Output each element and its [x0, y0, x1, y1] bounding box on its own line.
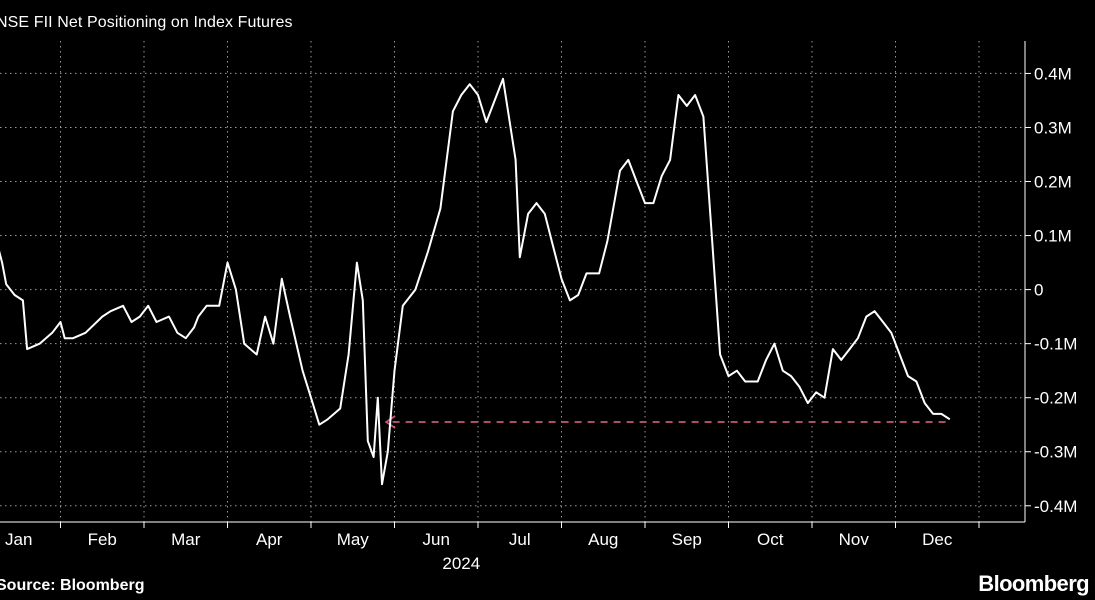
- chart-title: NSE FII Net Positioning on Index Futures: [0, 14, 293, 31]
- y-tick-label: -0.2M: [1034, 389, 1077, 408]
- bloomberg-logo: Bloomberg: [978, 571, 1089, 596]
- x-tick-label: Aug: [588, 530, 618, 549]
- series-line: [0, 77, 951, 486]
- axis-layer: [0, 41, 1031, 528]
- annotation-layer: [384, 415, 946, 429]
- y-tick-label: 0.1M: [1034, 227, 1072, 246]
- x-tick-label: Jul: [509, 530, 531, 549]
- x-tick-label: Mar: [171, 530, 201, 549]
- x-tick-label: Jan: [5, 530, 32, 549]
- x-tick-label: May: [337, 530, 370, 549]
- y-tick-label: -0.4M: [1034, 497, 1077, 516]
- x-year-label: 2024: [442, 554, 480, 573]
- x-tick-label: Apr: [256, 530, 283, 549]
- x-tick-label: Jun: [423, 530, 450, 549]
- annotation-arrow-head: [384, 415, 396, 429]
- y-tick-label: -0.3M: [1034, 443, 1077, 462]
- y-tick-label: -0.1M: [1034, 335, 1077, 354]
- y-tick-label: 0.4M: [1034, 64, 1072, 83]
- y-tick-label: 0: [1034, 281, 1043, 300]
- x-tick-label: Oct: [757, 530, 784, 549]
- y-tick-label: 0.2M: [1034, 173, 1072, 192]
- series-layer: [0, 77, 951, 486]
- y-tick-label: 0.3M: [1034, 118, 1072, 137]
- x-tick-label: Sep: [672, 530, 702, 549]
- grid-layer: [0, 41, 1025, 522]
- x-tick-label: Nov: [839, 530, 870, 549]
- x-tick-label: Dec: [922, 530, 953, 549]
- source-note: Source: Bloomberg: [0, 577, 145, 594]
- label-layer: 0.4M 0.3M 0.2M 0.1M 0 -0.1M -0.2M -0.3M -0.4M Jan…: [5, 64, 1077, 573]
- x-tick-label: Feb: [88, 530, 117, 549]
